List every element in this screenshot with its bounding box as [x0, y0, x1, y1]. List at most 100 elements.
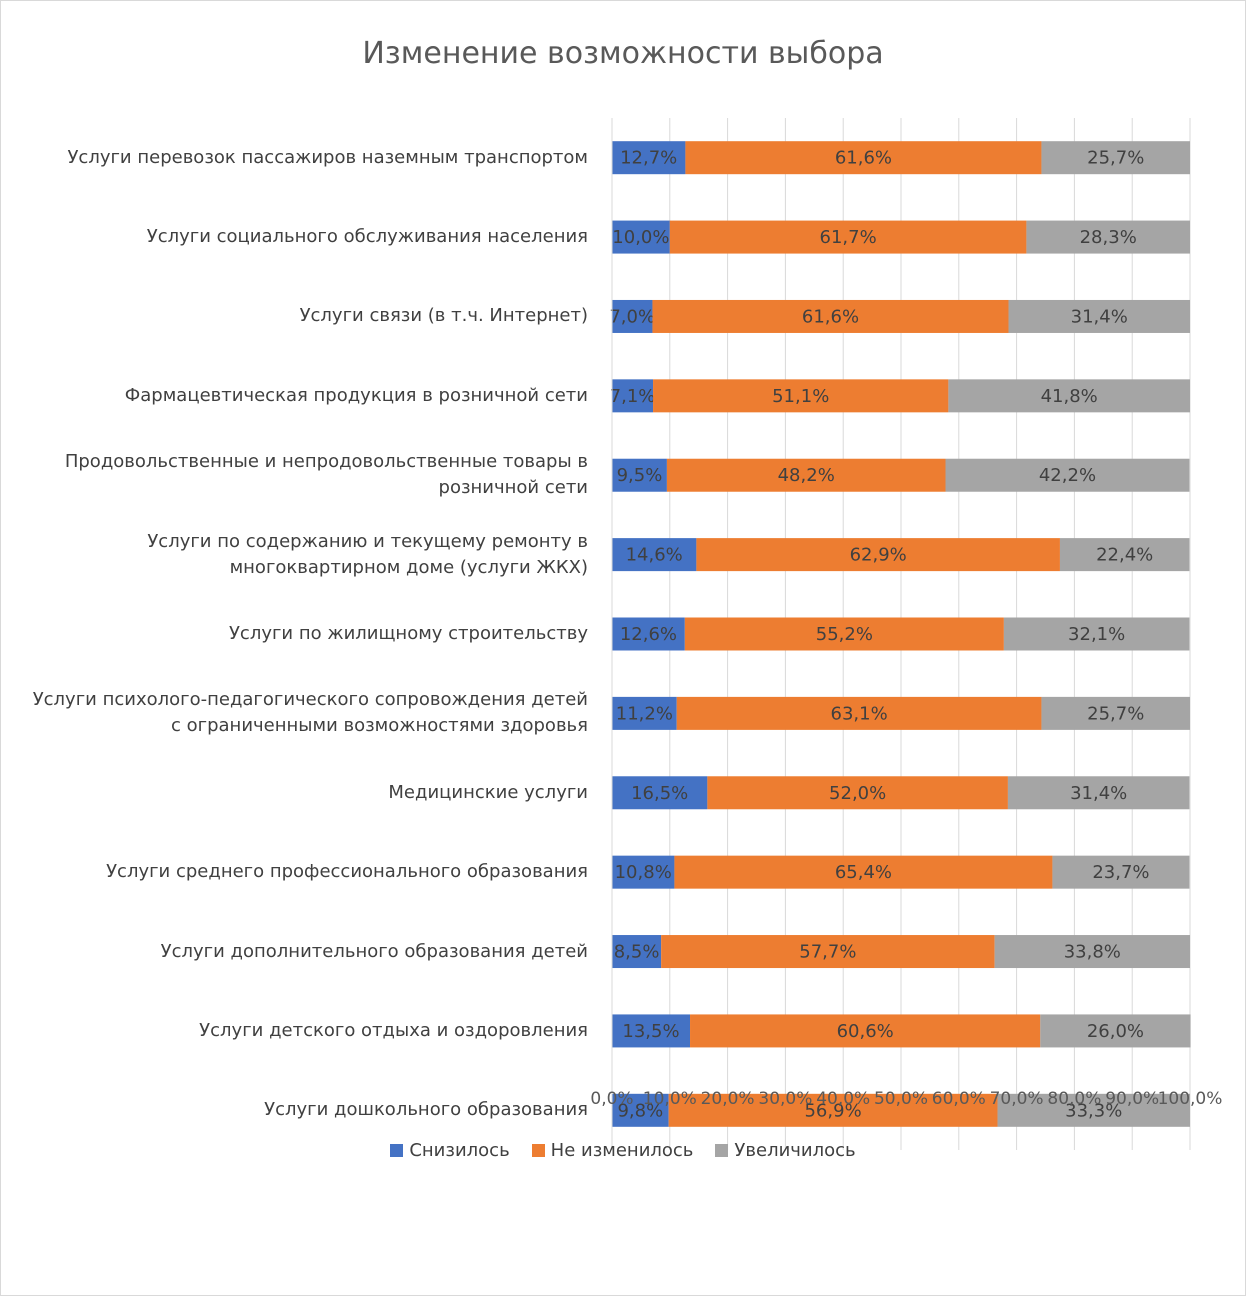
category-label: Услуги по жилищному строительству	[228, 623, 588, 644]
data-label: 22,4%	[1096, 545, 1153, 566]
data-label: 41,8%	[1041, 386, 1098, 407]
x-tick-label: 0,0%	[590, 1089, 633, 1109]
x-tick-label: 70,0%	[990, 1089, 1044, 1109]
x-tick-label: 40,0%	[816, 1089, 870, 1109]
bar-segment	[612, 458, 667, 492]
data-label: 25,7%	[1087, 703, 1144, 724]
x-tick-label: 60,0%	[932, 1089, 986, 1109]
chart-title: Изменение возможности выбора	[362, 36, 884, 71]
bar-segment	[1041, 141, 1190, 175]
legend-swatch	[715, 1144, 729, 1157]
data-label: 48,2%	[778, 465, 835, 486]
bar-segment	[612, 617, 685, 651]
data-label: 33,8%	[1064, 942, 1121, 963]
bar-segment	[696, 538, 1060, 572]
bar-segment	[668, 1093, 998, 1127]
legend-item: Не изменилось	[531, 1140, 694, 1161]
bar-segment	[1040, 1014, 1191, 1048]
bar-segment	[1008, 299, 1190, 333]
data-label: 9,5%	[617, 465, 663, 486]
data-label: 31,4%	[1071, 306, 1128, 327]
bar-segment	[1007, 776, 1190, 810]
x-tick-label: 90,0%	[1105, 1089, 1159, 1109]
bar-segment	[685, 141, 1042, 175]
bar-segment	[945, 458, 1190, 492]
category-label: Услуги психолого-педагогического сопрово…	[32, 689, 588, 737]
legend: Снизилось Не изменилось Увеличилось	[0, 1140, 1246, 1161]
data-label: 16,5%	[631, 783, 688, 804]
data-label: 33,3%	[1065, 1100, 1122, 1121]
data-label: 25,7%	[1087, 148, 1144, 169]
data-label: 13,5%	[622, 1021, 679, 1042]
legend-swatch	[390, 1144, 404, 1157]
x-tick-label: 30,0%	[758, 1089, 812, 1109]
bar-segment	[612, 696, 677, 730]
x-tick-label: 20,0%	[701, 1089, 755, 1109]
data-label: 60,6%	[837, 1021, 894, 1042]
bar-segment	[1026, 220, 1190, 254]
category-label: Продовольственные и непродовольственные …	[64, 451, 588, 499]
data-label: 12,7%	[620, 148, 677, 169]
category-label: Услуги перевозок пассажиров наземным тра…	[67, 146, 588, 168]
bar-segment	[612, 855, 675, 889]
bar-segment	[1041, 696, 1190, 730]
data-label: 10,8%	[615, 862, 672, 883]
data-label: 62,9%	[850, 545, 907, 566]
bar-segment	[612, 935, 662, 969]
category-label: Фармацевтическая продукция в розничной с…	[124, 384, 588, 406]
data-label: 65,4%	[835, 862, 892, 883]
legend-label: Не изменилось	[550, 1140, 694, 1161]
bar-segment	[684, 617, 1004, 651]
data-label: 9,8%	[617, 1100, 663, 1121]
bar-segment	[653, 379, 949, 413]
bar-segment	[666, 458, 946, 492]
category-label: Услуги социального обслуживания населени…	[146, 226, 588, 248]
bar-segment	[652, 299, 1009, 333]
data-label: 61,7%	[820, 227, 877, 248]
category-label: Услуги дополнительного образования детей	[160, 940, 588, 962]
category-label: Услуги среднего профессионального образо…	[106, 861, 588, 883]
data-label: 7,0%	[609, 306, 655, 327]
legend-swatch	[531, 1144, 545, 1157]
data-label: 56,9%	[804, 1100, 861, 1121]
legend-label: Увеличилось	[734, 1140, 856, 1161]
data-label: 28,3%	[1080, 227, 1137, 248]
bar-segment	[1052, 855, 1190, 889]
bar-segment	[612, 379, 654, 413]
bar-segment	[1003, 617, 1190, 651]
category-label: Медицинские услуги	[388, 781, 588, 803]
bar-segment	[669, 220, 1027, 254]
bar-segment	[676, 696, 1042, 730]
data-label: 61,6%	[802, 306, 859, 327]
bar-segment	[994, 935, 1190, 969]
bar-segment	[612, 1014, 691, 1048]
bar-segment	[948, 379, 1190, 413]
data-label: 8,5%	[614, 942, 660, 963]
x-tick-label: 50,0%	[874, 1089, 928, 1109]
legend-item: Увеличилось	[715, 1140, 856, 1161]
data-label: 7,1%	[610, 386, 656, 407]
data-label: 26,0%	[1087, 1021, 1144, 1042]
category-label: Услуги детского отдыха и оздоровления	[199, 1019, 588, 1041]
bar-segment	[661, 935, 995, 969]
category-label: Услуги связи (в т.ч. Интернет)	[299, 305, 588, 327]
data-label: 51,1%	[772, 386, 829, 407]
data-label: 42,2%	[1039, 465, 1096, 486]
bar-segment	[612, 141, 686, 175]
category-label: Услуги дошкольного образования	[264, 1099, 588, 1121]
data-label: 63,1%	[831, 703, 888, 724]
legend-label: Снизилось	[409, 1140, 510, 1161]
data-label: 12,6%	[620, 624, 677, 645]
bar-segment	[612, 1093, 669, 1127]
data-label: 14,6%	[626, 545, 683, 566]
x-tick-label: 10,0%	[643, 1089, 697, 1109]
bar-segment	[674, 855, 1053, 889]
data-label: 55,2%	[816, 624, 873, 645]
data-label: 31,4%	[1070, 783, 1127, 804]
data-label: 61,6%	[835, 148, 892, 169]
x-tick-label: 80,0%	[1047, 1089, 1101, 1109]
bar-segment	[612, 299, 653, 333]
data-label: 57,7%	[799, 942, 856, 963]
data-label: 32,1%	[1068, 624, 1125, 645]
